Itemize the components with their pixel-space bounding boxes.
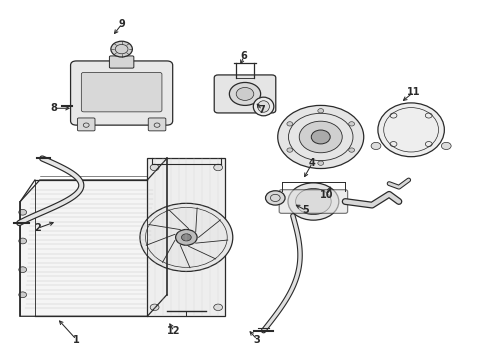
FancyBboxPatch shape [148, 118, 166, 131]
Text: 6: 6 [241, 51, 247, 61]
Circle shape [111, 41, 132, 57]
Ellipse shape [253, 97, 274, 116]
Circle shape [181, 234, 191, 241]
Circle shape [150, 164, 159, 171]
Circle shape [371, 142, 381, 149]
Polygon shape [147, 158, 225, 316]
Circle shape [214, 304, 222, 311]
Circle shape [19, 292, 26, 298]
Circle shape [287, 148, 293, 152]
Circle shape [287, 122, 293, 126]
Text: 4: 4 [309, 158, 316, 168]
Ellipse shape [258, 101, 270, 112]
Circle shape [19, 210, 26, 215]
Text: 8: 8 [50, 103, 57, 113]
Text: 12: 12 [168, 326, 181, 336]
Circle shape [175, 229, 197, 245]
Polygon shape [20, 180, 167, 316]
Circle shape [278, 105, 364, 168]
FancyBboxPatch shape [279, 190, 347, 213]
Circle shape [19, 267, 26, 273]
Ellipse shape [295, 189, 331, 215]
FancyBboxPatch shape [71, 61, 172, 125]
Circle shape [349, 122, 355, 126]
Circle shape [318, 161, 324, 165]
Text: 2: 2 [34, 224, 41, 233]
Circle shape [441, 142, 451, 149]
Text: 3: 3 [254, 334, 261, 345]
Ellipse shape [288, 183, 339, 220]
Text: 7: 7 [259, 105, 266, 115]
FancyBboxPatch shape [214, 75, 276, 113]
Circle shape [150, 304, 159, 311]
Text: 5: 5 [303, 206, 310, 216]
Circle shape [318, 109, 324, 113]
Text: 9: 9 [119, 19, 125, 29]
Text: 11: 11 [407, 87, 420, 97]
FancyBboxPatch shape [109, 56, 134, 68]
FancyBboxPatch shape [81, 72, 162, 112]
FancyBboxPatch shape [77, 118, 95, 131]
Circle shape [229, 82, 261, 105]
Circle shape [140, 203, 233, 271]
Circle shape [349, 148, 355, 152]
Circle shape [19, 238, 26, 244]
Text: 1: 1 [73, 334, 80, 345]
Circle shape [311, 130, 330, 144]
Ellipse shape [378, 103, 444, 157]
Text: 10: 10 [320, 190, 334, 200]
Circle shape [299, 121, 342, 153]
Circle shape [236, 87, 254, 100]
Circle shape [214, 164, 222, 171]
Circle shape [266, 191, 285, 205]
